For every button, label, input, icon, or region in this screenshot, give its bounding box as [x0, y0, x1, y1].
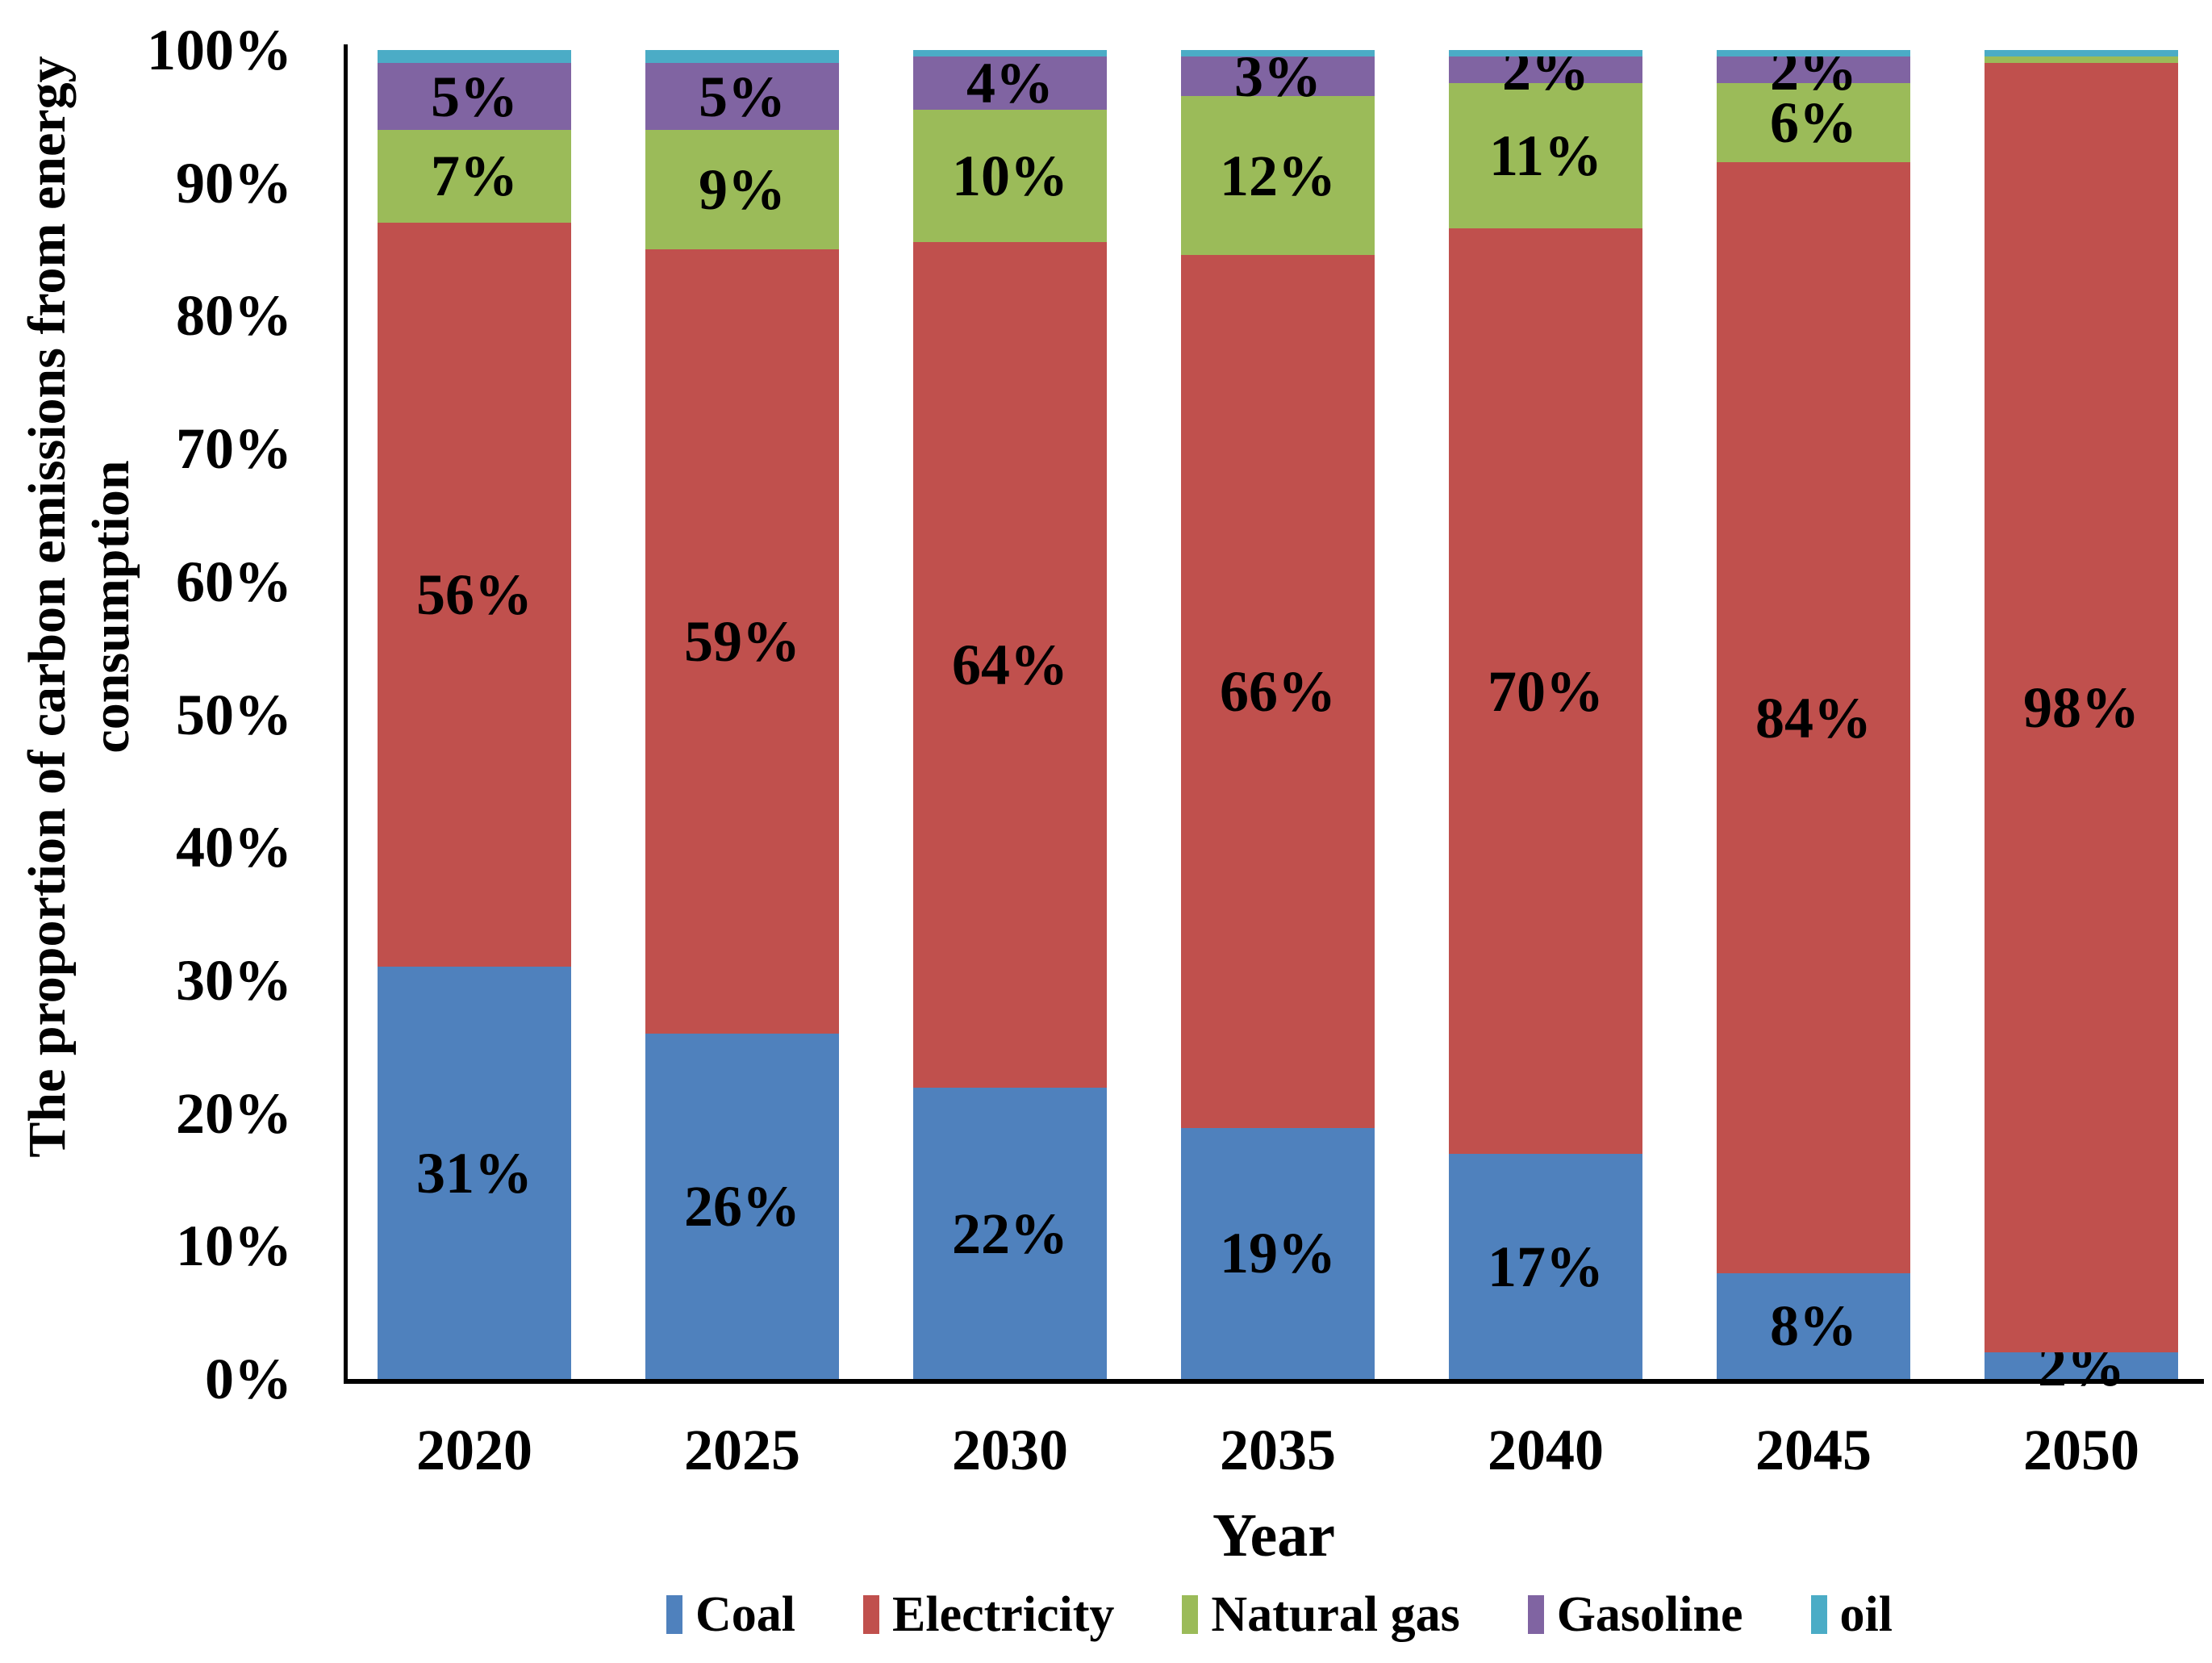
x-axis-tick-label-2045: 2045 [1755, 1418, 1872, 1482]
y-axis-tick-label: 50% [176, 682, 292, 747]
segment-data-label: 5% [699, 64, 786, 129]
legend-label: Gasoline [1556, 1587, 1743, 1642]
bar-segment-natural-gas-2020: 7% [378, 129, 571, 224]
x-axis-tick-label-2025: 2025 [684, 1418, 800, 1482]
bar-segment-natural-gas-2040: 11% [1449, 82, 1642, 229]
y-axis-tick-label: 70% [176, 416, 292, 482]
segment-data-label: 19% [1220, 1221, 1336, 1286]
segment-data-label: 7% [431, 144, 518, 209]
y-axis-tick-label: 100% [147, 18, 292, 82]
bar-segment-gasoline-2040: 2% [1449, 41, 1642, 99]
segment-data-label: 4% [966, 50, 1054, 115]
bar-segment-electricity-2025: 59% [645, 249, 839, 1034]
legend-label: Electricity [892, 1587, 1115, 1642]
legend-marker-natural-gas [1182, 1595, 1199, 1634]
legend-item-oil: oil [1810, 1587, 1893, 1642]
legend-item-natural-gas: Natural gas [1182, 1587, 1460, 1642]
x-axis-line [344, 1379, 2204, 1384]
bar-segment-electricity-2045: 84% [1717, 162, 1910, 1273]
legend-marker-gasoline [1527, 1595, 1544, 1634]
legend-item-coal: Coal [666, 1588, 795, 1641]
bar-segment-gasoline-2020: 5% [378, 63, 571, 130]
x-axis-tick-label-2035: 2035 [1220, 1418, 1336, 1482]
segment-data-label: 17% [1488, 1234, 1604, 1299]
y-axis-tick-label: 60% [176, 549, 292, 614]
segment-data-label: 66% [1220, 658, 1336, 724]
y-axis-tick-label: 0% [205, 1347, 292, 1411]
bar-segment-oil-2040 [1449, 50, 1642, 57]
segment-data-label: 64% [952, 633, 1068, 698]
y-axis-tick-label: 80% [176, 283, 292, 349]
x-axis-title: Year [1212, 1502, 1335, 1569]
bar-segment-natural-gas-2035: 12% [1181, 96, 1375, 255]
bar-segment-coal-2020: 31% [378, 967, 571, 1379]
x-axis-tick-label-2030: 2030 [952, 1418, 1068, 1482]
x-axis-tick-label-2020: 2020 [416, 1418, 532, 1482]
segment-data-label: 84% [1755, 685, 1872, 750]
legend-item-gasoline: Gasoline [1527, 1587, 1743, 1642]
bar-segment-oil-2035 [1181, 50, 1375, 57]
legend-marker-oil [1810, 1595, 1827, 1634]
bar-segment-natural-gas-2045: 6% [1717, 82, 1910, 163]
segment-data-label: 5% [431, 64, 518, 129]
y-axis-tick-label: 30% [176, 947, 292, 1013]
bar-segment-natural-gas-2030: 10% [913, 109, 1107, 242]
bar-segment-coal-2030: 22% [913, 1088, 1107, 1379]
segment-data-label: 11% [1488, 123, 1603, 189]
segment-data-label: 6% [1770, 90, 1857, 156]
legend-item-electricity: Electricity [863, 1588, 1114, 1641]
segment-data-label: 10% [952, 143, 1068, 208]
segment-data-label: 8% [1770, 1293, 1857, 1359]
bar-segment-gasoline-2035: 3% [1181, 48, 1375, 106]
x-axis-tick-label-2040: 2040 [1488, 1418, 1604, 1482]
segment-data-label: 12% [1220, 143, 1336, 208]
y-axis-tick-label: 20% [176, 1080, 292, 1146]
bar-segment-coal-2025: 26% [645, 1033, 839, 1379]
bar-segment-electricity-2035: 66% [1181, 255, 1375, 1128]
y-axis-tick-label: 90% [176, 150, 292, 215]
segment-data-label: 70% [1488, 658, 1604, 724]
bar-segment-coal-2040: 17% [1449, 1154, 1642, 1379]
legend-marker-electricity [863, 1595, 880, 1634]
y-axis-line [344, 44, 348, 1383]
bar-segment-oil-2050 [1985, 50, 2178, 57]
segment-data-label: 59% [684, 608, 800, 674]
bar-segment-oil-2020 [378, 50, 571, 64]
legend-marker-coal [666, 1595, 683, 1634]
bar-segment-electricity-2030: 64% [913, 241, 1107, 1088]
x-axis-tick-label-2050: 2050 [2023, 1418, 2139, 1482]
segment-data-label: 98% [2023, 675, 2139, 741]
bar-segment-natural-gas-2050 [1985, 56, 2178, 64]
segment-data-label: 3% [1234, 44, 1321, 109]
y-axis-tick-label: 10% [176, 1214, 292, 1279]
segment-data-label: 9% [699, 157, 786, 222]
legend-label: oil [1839, 1587, 1893, 1642]
legend-label: Natural gas [1211, 1587, 1460, 1642]
chart-legend: Coal Electricity Natural gas Gasoline oil [0, 1588, 2212, 1641]
y-axis-tick-label: 40% [176, 815, 292, 880]
bar-segment-oil-2030 [913, 50, 1107, 57]
bar-segment-gasoline-2025: 5% [645, 63, 839, 130]
segment-data-label: 56% [416, 562, 532, 628]
bar-segment-coal-2050: 2% [1985, 1337, 2178, 1395]
segment-data-label: 26% [684, 1173, 800, 1239]
segment-data-label: 31% [416, 1140, 532, 1205]
bar-segment-coal-2035: 19% [1181, 1127, 1375, 1379]
bar-segment-electricity-2050: 98% [1985, 63, 2178, 1353]
bar-segment-gasoline-2030: 4% [913, 50, 1107, 115]
legend-label: Coal [695, 1587, 796, 1642]
bar-segment-natural-gas-2025: 9% [645, 129, 839, 250]
bar-segment-electricity-2020: 56% [378, 223, 571, 967]
bar-segment-oil-2045 [1717, 50, 1910, 57]
bar-segment-gasoline-2045: 2% [1717, 41, 1910, 99]
bar-segment-coal-2045: 8% [1717, 1272, 1910, 1379]
bar-segment-oil-2025 [645, 50, 839, 64]
bar-segment-electricity-2040: 70% [1449, 228, 1642, 1155]
segment-data-label: 22% [952, 1201, 1068, 1266]
